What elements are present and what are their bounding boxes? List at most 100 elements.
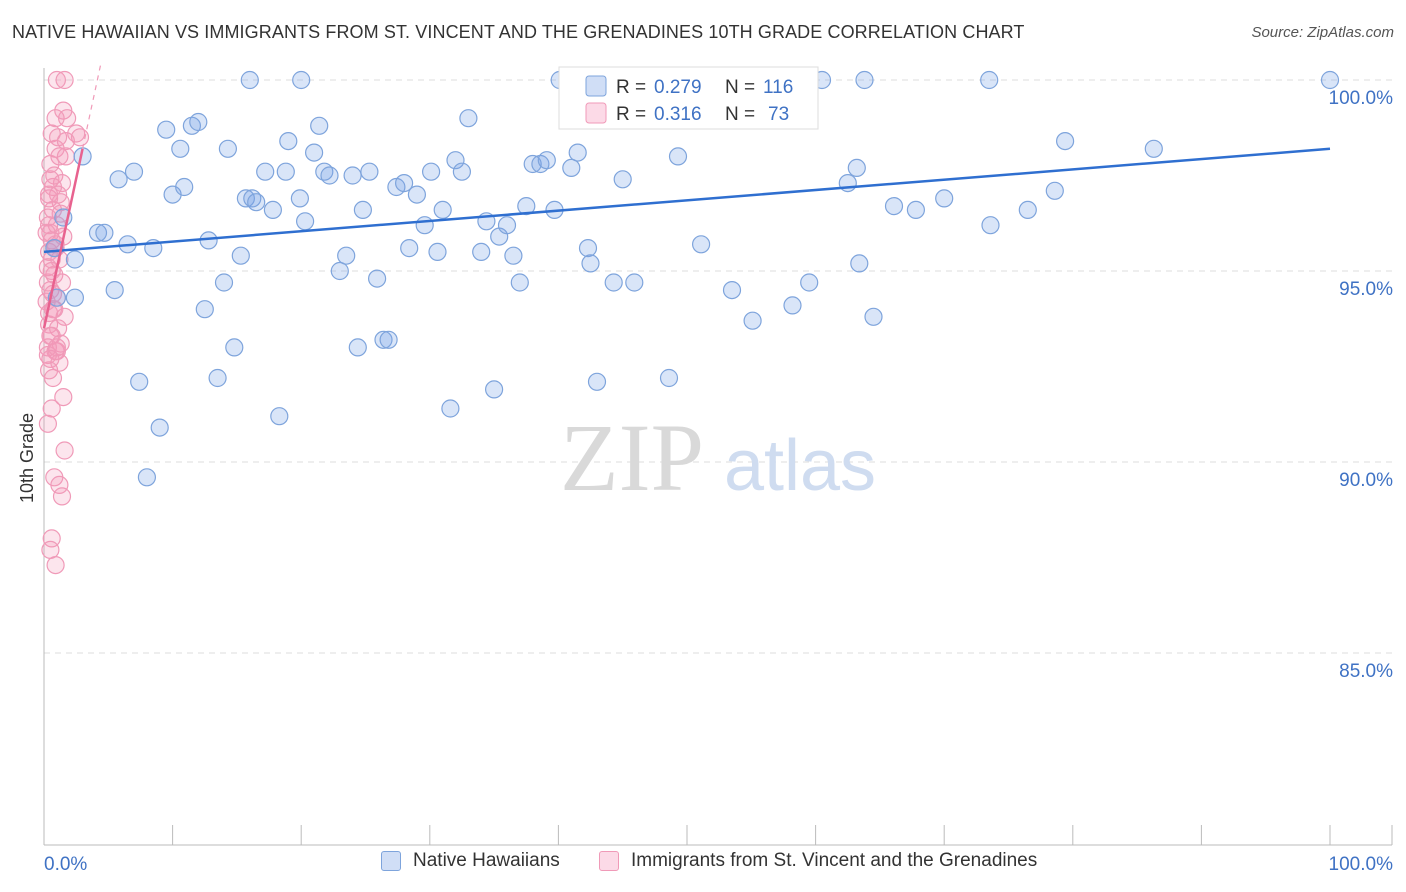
stats-n-value-pink: 73: [768, 104, 789, 125]
data-point-immigrants: [52, 174, 72, 193]
y-tick-label: 100.0%: [1329, 88, 1394, 109]
data-point-immigrants: [43, 368, 63, 388]
legend-swatch-pink: [599, 851, 619, 871]
legend-label-native-hawaiians: Native Hawaiians: [413, 850, 560, 871]
data-point-immigrants: [54, 388, 73, 407]
data-point-immigrants: [42, 529, 61, 548]
data-point-native-hawaiians: [459, 109, 478, 128]
data-point-native-hawaiians: [847, 158, 866, 177]
axes: [43, 68, 1393, 846]
series-legend: Native Hawaiians Immigrants from St. Vin…: [0, 850, 1406, 880]
data-point-native-hawaiians: [800, 273, 819, 292]
data-point-native-hawaiians: [292, 70, 311, 90]
legend-item-immigrants: Immigrants from St. Vincent and the Gren…: [599, 850, 1037, 872]
data-point-native-hawaiians: [850, 254, 869, 273]
data-point-immigrants: [39, 189, 59, 208]
stats-n-label-blue: N =: [725, 77, 755, 98]
data-point-immigrants: [70, 128, 90, 147]
data-point-native-hawaiians: [320, 166, 339, 185]
data-point-native-hawaiians: [95, 223, 114, 242]
legend-item-native-hawaiians: Native Hawaiians: [381, 850, 560, 872]
trend-line-native-hawaiians: [43, 147, 1331, 254]
data-point-native-hawaiians: [884, 197, 904, 216]
data-point-native-hawaiians: [353, 200, 372, 219]
data-point-immigrants: [47, 70, 67, 90]
stats-r-value-pink: 0.316: [654, 104, 702, 125]
data-point-native-hawaiians: [441, 399, 460, 418]
data-point-immigrants: [46, 555, 65, 575]
data-point-native-hawaiians: [659, 368, 679, 388]
data-point-native-hawaiians: [360, 162, 379, 181]
data-point-native-hawaiians: [568, 143, 587, 162]
data-point-native-hawaiians: [980, 70, 999, 90]
data-point-native-hawaiians: [379, 330, 398, 349]
data-point-immigrants: [41, 170, 60, 189]
data-point-native-hawaiians: [195, 300, 214, 319]
y-tick-labels: 85.0% 90.0% 95.0% 100.0%: [1329, 88, 1394, 682]
data-point-native-hawaiians: [578, 239, 598, 258]
data-point-native-hawaiians: [1144, 139, 1163, 158]
data-point-native-hawaiians: [296, 212, 315, 231]
data-point-immigrants: [38, 414, 58, 433]
data-point-native-hawaiians: [433, 200, 452, 219]
data-point-native-hawaiians: [517, 197, 536, 216]
data-point-immigrants: [56, 132, 76, 151]
data-point-native-hawaiians: [368, 269, 387, 288]
y-tick-label: 95.0%: [1339, 279, 1393, 300]
watermark-zip: ZIP: [560, 404, 704, 511]
data-point-native-hawaiians: [231, 246, 250, 265]
watermark: ZIP atlas: [560, 404, 876, 511]
data-point-native-hawaiians: [88, 223, 108, 242]
data-point-native-hawaiians: [171, 139, 190, 158]
data-point-immigrants: [50, 475, 69, 494]
data-point-native-hawaiians: [981, 216, 1000, 235]
data-point-native-hawaiians: [415, 216, 434, 235]
y-axis-label: 10th Grade: [17, 413, 37, 503]
chart-title: NATIVE HAWAIIAN VS IMMIGRANTS FROM ST. V…: [12, 22, 1025, 42]
data-point-native-hawaiians: [276, 162, 295, 181]
data-point-native-hawaiians: [337, 246, 356, 265]
data-point-native-hawaiians: [855, 70, 874, 90]
stats-swatch-pink: [585, 102, 607, 124]
data-point-native-hawaiians: [485, 380, 504, 399]
data-point-immigrants: [41, 326, 60, 345]
data-point-native-hawaiians: [422, 162, 441, 181]
data-point-native-hawaiians: [343, 166, 362, 185]
data-point-native-hawaiians: [279, 132, 298, 151]
x-tick-label-min: 0.0%: [44, 854, 87, 875]
data-point-native-hawaiians: [407, 185, 426, 204]
data-point-native-hawaiians: [247, 193, 266, 212]
data-point-native-hawaiians: [604, 273, 623, 292]
data-point-native-hawaiians: [562, 158, 581, 177]
data-point-native-hawaiians: [175, 177, 194, 197]
data-point-native-hawaiians: [263, 200, 282, 219]
data-point-native-hawaiians: [668, 147, 688, 166]
x-tick-label-max: 100.0%: [1329, 854, 1394, 875]
stats-swatch-blue: [585, 75, 607, 97]
data-point-native-hawaiians: [270, 407, 289, 426]
data-point-immigrants: [39, 185, 59, 204]
data-point-native-hawaiians: [124, 162, 144, 181]
legend-label-immigrants: Immigrants from St. Vincent and the Gren…: [631, 850, 1038, 871]
grid-lines: [44, 79, 1392, 654]
data-point-native-hawaiians: [864, 307, 883, 326]
data-point-native-hawaiians: [240, 70, 259, 90]
source-label: Source: ZipAtlas.com: [1251, 24, 1394, 41]
data-point-native-hawaiians: [137, 468, 156, 487]
data-point-immigrants: [55, 441, 74, 460]
data-point-native-hawaiians: [1055, 132, 1075, 151]
data-point-native-hawaiians: [65, 250, 85, 269]
stats-legend: R = 0.279 N = 116 R = 0.316 N = 73: [558, 66, 819, 130]
stats-r-label-pink: R =: [616, 104, 646, 125]
data-point-native-hawaiians: [400, 239, 419, 258]
data-point-immigrants: [55, 70, 74, 90]
data-point-native-hawaiians: [1018, 200, 1037, 219]
data-point-native-hawaiians: [581, 254, 600, 273]
stats-n-label-pink: N =: [725, 104, 755, 125]
data-point-native-hawaiians: [150, 418, 169, 437]
data-point-native-hawaiians: [722, 281, 742, 300]
data-point-native-hawaiians: [510, 273, 529, 292]
data-point-native-hawaiians: [625, 273, 644, 292]
data-point-native-hawaiians: [374, 330, 393, 349]
